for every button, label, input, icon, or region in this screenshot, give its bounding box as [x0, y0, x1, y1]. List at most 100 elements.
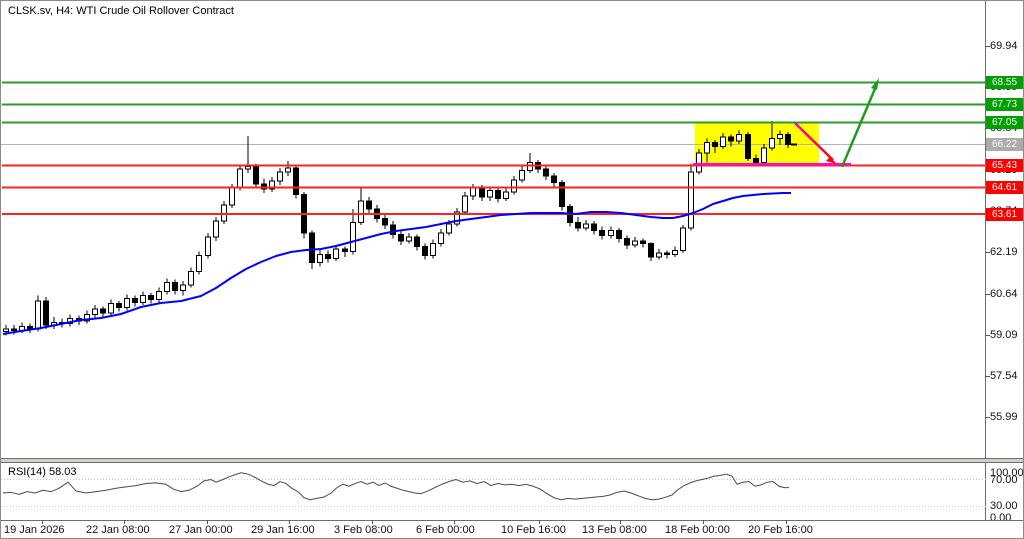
- rsi-bottom-border: [1, 520, 1023, 521]
- candle-body: [398, 234, 404, 242]
- green-arrow-head: [871, 78, 879, 90]
- candle-body: [205, 236, 211, 256]
- candle-body: [309, 232, 315, 263]
- candle-body: [196, 255, 202, 272]
- red-arrow-head: [826, 157, 837, 164]
- candle-body: [269, 180, 275, 190]
- time-axis-label: 19 Jan 2026: [4, 524, 65, 536]
- candle-body: [277, 171, 283, 182]
- time-axis-label: 3 Feb 08:00: [334, 524, 393, 536]
- candle-body: [454, 211, 460, 225]
- candle-body: [704, 142, 710, 154]
- candle-body: [511, 179, 517, 193]
- candle-body: [616, 230, 622, 239]
- price-level-badge-red: 63.61: [986, 207, 1023, 221]
- candle-body: [446, 223, 452, 234]
- panel-divider[interactable]: [1, 458, 1023, 463]
- candle-body: [430, 243, 436, 256]
- time-axis-label: 10 Feb 16:00: [501, 524, 566, 536]
- candle-body: [470, 187, 476, 197]
- chart-title: CLSK.sv, H4: WTI Crude Oil Rollover Cont…: [8, 5, 234, 17]
- candle-body: [785, 134, 791, 145]
- red-down-arrow[interactable]: [794, 122, 834, 161]
- rsi-scale-label: 100.00: [990, 467, 1024, 479]
- candle-body: [777, 134, 783, 139]
- candle-body: [608, 230, 614, 236]
- time-tick-mark: [289, 520, 290, 524]
- time-tick-mark: [42, 520, 43, 524]
- rsi-canvas[interactable]: [1, 463, 986, 520]
- price-axis-line: [985, 1, 986, 520]
- candle-body: [148, 295, 154, 300]
- time-axis-label: 27 Jan 00:00: [169, 524, 233, 536]
- moving-average-line: [2, 192, 791, 335]
- candle-body: [720, 136, 726, 147]
- price-tick-label: 59.09: [990, 328, 1018, 341]
- candle-body: [696, 152, 702, 173]
- candle-body: [43, 300, 49, 326]
- main-chart-canvas[interactable]: [1, 1, 986, 458]
- candle-body: [479, 187, 485, 198]
- time-tick-mark: [124, 520, 125, 524]
- candle-body: [245, 166, 251, 170]
- candle-body: [140, 295, 146, 303]
- candle-body: [124, 298, 130, 308]
- candle-body: [156, 291, 162, 300]
- candle-body: [640, 240, 646, 244]
- candle-body: [462, 195, 468, 213]
- candle-body: [11, 328, 17, 331]
- candle-body: [591, 223, 597, 231]
- candle-body: [664, 252, 670, 255]
- candle-body: [293, 167, 299, 195]
- candle-body: [116, 303, 122, 308]
- price-tick-label: 57.54: [990, 370, 1018, 382]
- candle-body: [753, 158, 759, 163]
- price-level-badge-red: 64.61: [986, 181, 1023, 194]
- candle-body: [285, 167, 291, 173]
- candle-body: [736, 134, 742, 142]
- candle-body: [253, 166, 259, 185]
- time-axis-label: 29 Jan 16:00: [251, 524, 315, 536]
- time-tick-mark: [372, 520, 373, 524]
- candles: [3, 121, 791, 336]
- candle-body: [92, 308, 98, 315]
- price-level-badge-green: 68.55: [986, 76, 1023, 89]
- candle-body: [342, 248, 348, 252]
- price-level-badge-grey: 66.22: [986, 138, 1023, 151]
- candle-body: [648, 243, 654, 258]
- candle-body: [382, 218, 388, 226]
- price-tick-label: 60.64: [990, 287, 1018, 300]
- candle-body: [35, 300, 41, 330]
- candle-body: [108, 303, 114, 314]
- candle-body: [728, 136, 734, 142]
- candle-body: [164, 282, 170, 292]
- candle-body: [422, 246, 428, 256]
- candle-body: [213, 220, 219, 238]
- time-tick-mark: [620, 520, 621, 524]
- price-tick-mark: [985, 45, 990, 47]
- candle-body: [406, 236, 412, 242]
- candle-body: [559, 182, 565, 207]
- candle-body: [543, 168, 549, 177]
- price-tick-mark: [985, 252, 990, 253]
- candle-body: [414, 236, 420, 247]
- candle-body: [358, 200, 364, 223]
- candle-body: [503, 191, 509, 199]
- candle-body: [688, 171, 694, 229]
- green-up-arrow[interactable]: [840, 83, 879, 168]
- candle-body: [656, 252, 662, 258]
- price-tick-label: 55.99: [990, 411, 1018, 423]
- candle-body: [84, 314, 90, 322]
- rsi-line: [2, 472, 790, 501]
- price-tick-mark: [985, 334, 990, 336]
- candle-body: [100, 308, 106, 314]
- price-level-badge-red: 65.43: [986, 159, 1023, 172]
- time-axis-label: 20 Feb 16:00: [748, 524, 813, 536]
- candle-body: [745, 134, 751, 159]
- price-tick-mark: [985, 293, 990, 295]
- candle-body: [325, 254, 331, 259]
- candle-body: [672, 250, 678, 255]
- price-level-badge-green: 67.73: [986, 98, 1023, 111]
- candle-body: [680, 227, 686, 251]
